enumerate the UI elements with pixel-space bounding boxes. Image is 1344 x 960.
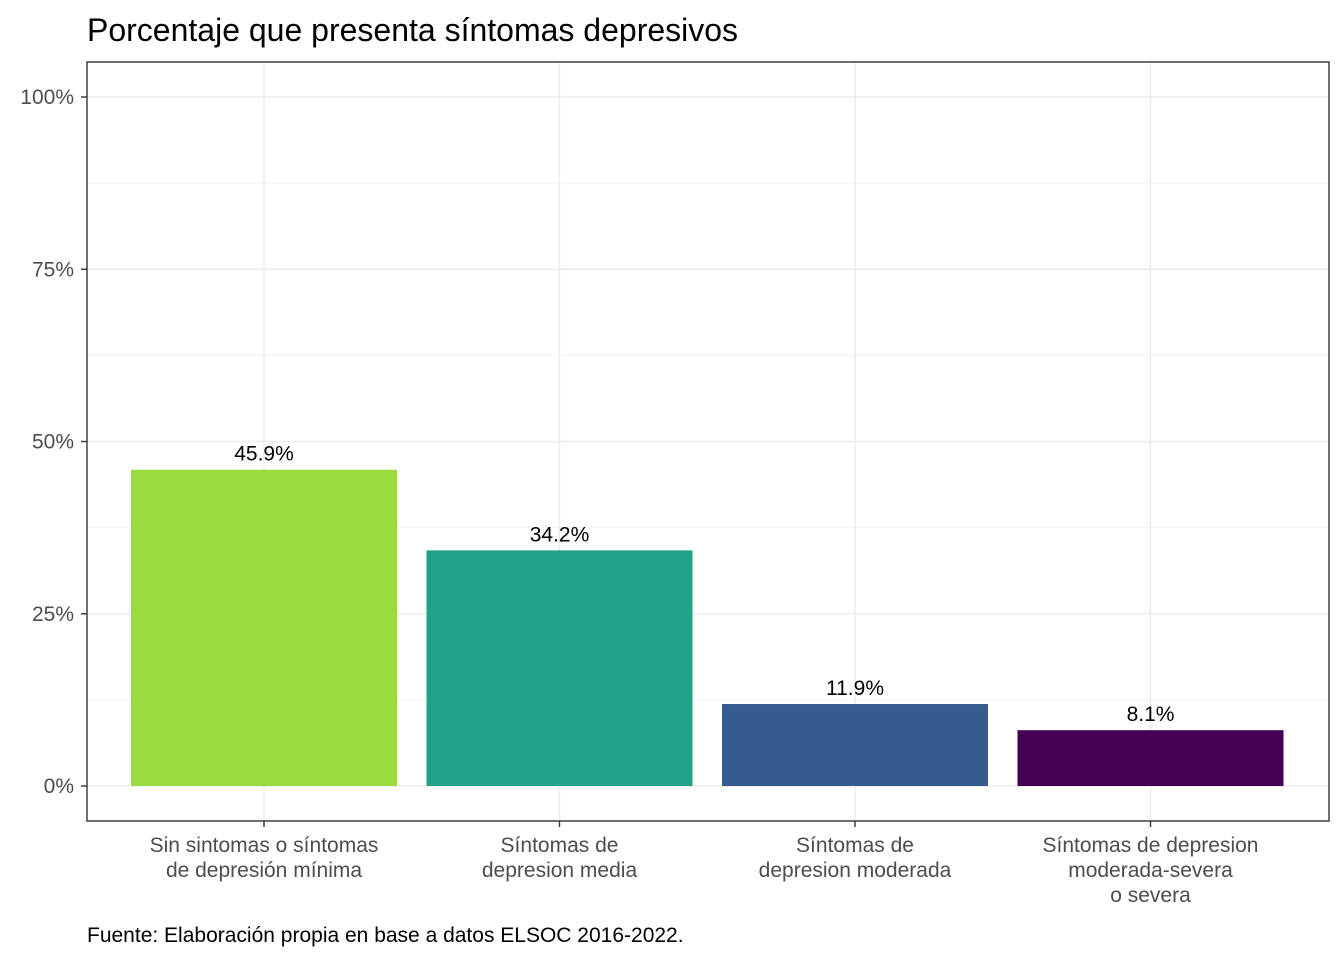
x-tick-label-line: Síntomas de depresion <box>1043 834 1259 857</box>
chart-caption: Fuente: Elaboración propia en base a dat… <box>87 924 684 947</box>
x-tick-label-line: de depresión mínima <box>166 859 362 882</box>
x-tick-label-line: depresion media <box>482 859 638 882</box>
bar-value-label: 34.2% <box>530 523 590 546</box>
x-tick-label-line: Sin sintomas o síntomas <box>150 834 379 857</box>
x-tick-label-line: o severa <box>1110 884 1191 907</box>
bar-value-label: 8.1% <box>1127 703 1175 726</box>
x-tick-label-line: Síntomas de <box>501 834 619 857</box>
x-tick-label: Síntomas de depresion moderada-severa o se… <box>1043 834 1259 907</box>
bar-4 <box>1017 730 1284 786</box>
bar-value-label: 11.9% <box>826 677 884 700</box>
y-tick-label: 100% <box>20 86 74 109</box>
y-tick-label: 75% <box>32 258 74 281</box>
bar-3 <box>722 704 988 786</box>
chart-title: Porcentaje que presenta síntomas depresi… <box>87 12 738 48</box>
bars <box>131 469 1284 786</box>
y-tick-label: 50% <box>32 431 74 454</box>
bar-2 <box>426 550 693 786</box>
x-tick-label-line: depresion moderada <box>759 859 952 882</box>
x-tick-label: Síntomas de depresion media <box>482 834 638 882</box>
y-tick-label: 25% <box>32 603 74 626</box>
x-tick-label: Sin sintomas o síntomas de depresión míni… <box>150 834 379 882</box>
y-tick-label: 0% <box>44 775 74 798</box>
y-axis: 0% 25% 50% 75% 100% <box>20 86 87 798</box>
x-tick-label-line: moderada-severa <box>1068 859 1233 882</box>
value-labels: 45.9% 34.2% 11.9% 8.1% <box>234 443 1174 726</box>
bar-value-label: 45.9% <box>234 443 294 466</box>
x-axis: Sin sintomas o síntomas de depresión míni… <box>150 821 1259 907</box>
x-tick-label: Síntomas de depresion moderada <box>759 834 952 882</box>
bar-1 <box>131 469 397 786</box>
x-tick-label-line: Síntomas de <box>796 834 914 857</box>
